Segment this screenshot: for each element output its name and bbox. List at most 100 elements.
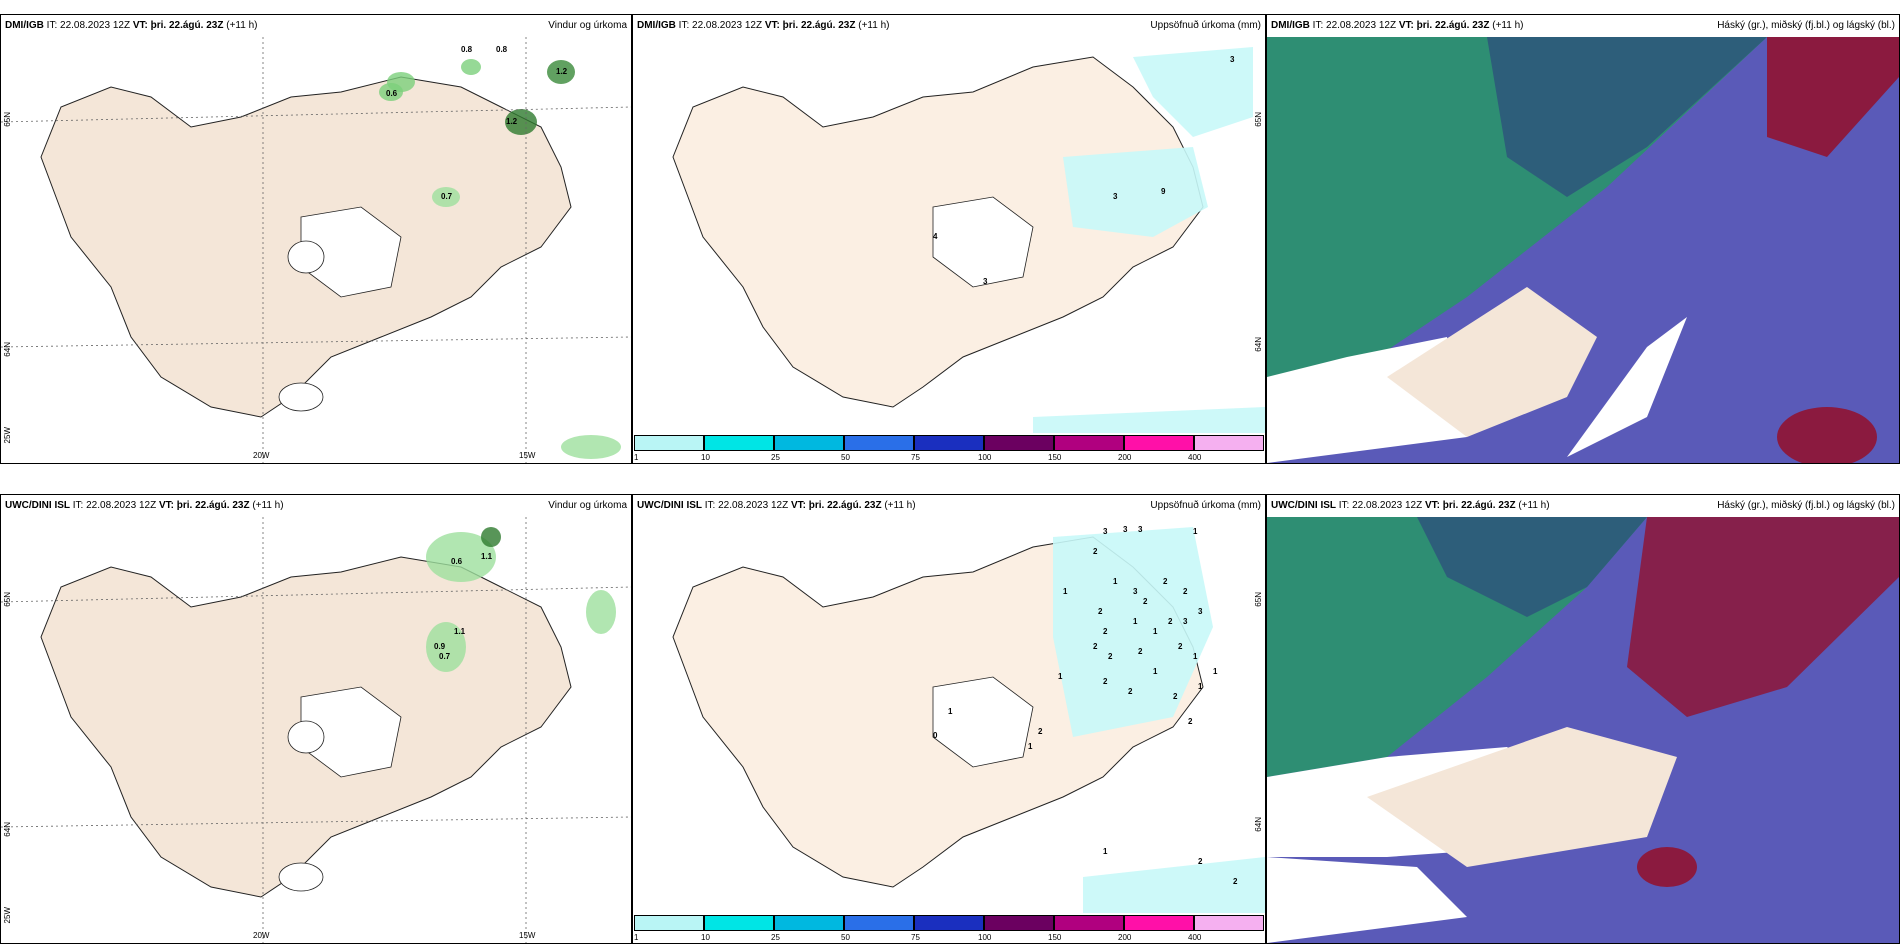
panel-uwc-clouds: UWC/DINI ISL IT: 22.08.2023 12Z VT: þri.… [1266, 494, 1900, 944]
precip-label: 1 [1198, 682, 1203, 691]
colorbar-swatch [774, 435, 844, 451]
precip-label: 0 [933, 731, 938, 740]
precip-label: 2 [1108, 652, 1113, 661]
colorbar-tick: 100 [978, 933, 992, 942]
colorbar-tick: 10 [701, 453, 710, 462]
product-label: Háský (gr.), miðský (fj.bl.) og lágský (… [1717, 20, 1895, 31]
colorbar-tick: 75 [911, 453, 920, 462]
lon-label: 20W [253, 931, 270, 940]
precip-label: 4 [933, 232, 938, 241]
precip-label: 2 [1098, 607, 1103, 616]
precip-label: 0.8 [496, 45, 508, 54]
precip-label: 2 [1233, 877, 1238, 886]
colorbar-swatch [984, 915, 1054, 931]
colorbar-swatch [914, 435, 984, 451]
precip-label: 2 [1143, 597, 1148, 606]
precip-label: 2 [1163, 577, 1168, 586]
panel-dmi-clouds: DMI/IGB IT: 22.08.2023 12Z VT: þri. 22.á… [1266, 14, 1900, 464]
wind-precip-map[interactable]: 0.6 1.1 1.1 0.9 0.7 65N 64N 25W 20W 15W [1, 517, 631, 943]
lon-label: 25W [3, 907, 12, 924]
panel-dmi-wind-precip: DMI/IGB IT: 22.08.2023 12Z VT: þri. 22.á… [0, 14, 632, 464]
colorbar-tick: 25 [771, 933, 780, 942]
colorbar-swatch [774, 915, 844, 931]
colorbar-tick: 50 [841, 453, 850, 462]
precip-label: 1 [1213, 667, 1218, 676]
precip-label: 3 [1103, 527, 1108, 536]
lat-label: 65N [1254, 112, 1263, 127]
colorbar-swatch [914, 915, 984, 931]
precip-label: 1 [948, 707, 953, 716]
precip-label: 3 [1138, 525, 1143, 534]
precip-label: 3 [1198, 607, 1203, 616]
precip-label: 2 [1183, 587, 1188, 596]
lat-label: 65N [3, 592, 12, 607]
lat-label: 65N [1254, 592, 1263, 607]
precip-label: 2 [1173, 692, 1178, 701]
clouds-map[interactable] [1267, 37, 1899, 463]
colorbar-swatch [844, 435, 914, 451]
colorbar-tick: 50 [841, 933, 850, 942]
precip-label: 1 [1058, 672, 1063, 681]
lon-label: 15W [519, 931, 536, 940]
colorbar-swatch [1194, 915, 1264, 931]
colorbar-tick: 400 [1188, 933, 1202, 942]
accum-precip-map[interactable]: 3 3 3 1 2 1 3 2 2 2 1 2 1 2 3 3 2 1 1 2 … [633, 517, 1265, 913]
panel-header: UWC/DINI ISL IT: 22.08.2023 12Z VT: þri.… [1267, 495, 1899, 517]
colorbar-swatch [704, 435, 774, 451]
wind-precip-map[interactable]: 0.8 0.8 0.6 1.2 1.2 0.7 65N 64N 25W 20W … [1, 37, 631, 463]
precip-label: 1 [1153, 627, 1158, 636]
colorbar: 1 10 25 50 75 100 150 200 400 [633, 433, 1265, 463]
colorbar-tick: 200 [1118, 933, 1132, 942]
precip-label: 1 [1103, 847, 1108, 856]
colorbar-tick: 100 [978, 453, 992, 462]
precip-label: 2 [1103, 677, 1108, 686]
colorbar-swatch [1054, 435, 1124, 451]
precip-label: 2 [1093, 547, 1098, 556]
precip-label: 0.7 [441, 192, 453, 201]
colorbar-swatch [634, 915, 704, 931]
accum-precip-map[interactable]: 3 3 9 4 3 65N 64N [633, 37, 1265, 433]
panel-dmi-accum-precip: DMI/IGB IT: 22.08.2023 12Z VT: þri. 22.á… [632, 14, 1266, 464]
colorbar-tick: 150 [1048, 453, 1062, 462]
colorbar-swatch [1054, 915, 1124, 931]
precip-label: 1 [1063, 587, 1068, 596]
panel-header: DMI/IGB IT: 22.08.2023 12Z VT: þri. 22.á… [1267, 15, 1899, 37]
product-label: Háský (gr.), miðský (fj.bl.) og lágský (… [1717, 500, 1895, 511]
clouds-map[interactable] [1267, 517, 1899, 943]
lon-label: 25W [3, 427, 12, 444]
precip-label: 0.8 [461, 45, 473, 54]
colorbar-tick: 150 [1048, 933, 1062, 942]
lon-label: 15W [519, 451, 536, 460]
precip-label: 1.2 [556, 67, 568, 76]
lat-label: 65N [3, 112, 12, 127]
precip-label: 1 [1193, 527, 1198, 536]
colorbar-swatch [1194, 435, 1264, 451]
precip-label: 1 [1153, 667, 1158, 676]
precip-label: 1.1 [454, 627, 466, 636]
panel-header: UWC/DINI ISL IT: 22.08.2023 12Z VT: þri.… [1, 495, 631, 517]
precip-label: 2 [1093, 642, 1098, 651]
colorbar-tick: 10 [701, 933, 710, 942]
precip-label: 1 [1113, 577, 1118, 586]
colorbar-tick: 25 [771, 453, 780, 462]
panel-header: DMI/IGB IT: 22.08.2023 12Z VT: þri. 22.á… [1, 15, 631, 37]
precip-label: 1 [1193, 652, 1198, 661]
precip-label: 3 [1133, 587, 1138, 596]
product-label: Vindur og úrkoma [548, 500, 627, 511]
colorbar-swatch [1124, 915, 1194, 931]
colorbar-swatch [704, 915, 774, 931]
precip-label: 2 [1138, 647, 1143, 656]
product-label: Uppsöfnuð úrkoma (mm) [1150, 500, 1261, 511]
colorbar-swatch [844, 915, 914, 931]
lat-label: 64N [1254, 337, 1263, 352]
precip-label: 3 [1113, 192, 1118, 201]
precip-label: 2 [1198, 857, 1203, 866]
colorbar: 1 10 25 50 75 100 150 200 400 [633, 913, 1265, 943]
lat-label: 64N [3, 342, 12, 357]
colorbar-tick: 1 [634, 933, 639, 942]
precip-label: 3 [983, 277, 988, 286]
precip-label: 0.6 [386, 89, 398, 98]
precip-label: 3 [1183, 617, 1188, 626]
precip-label: 2 [1128, 687, 1133, 696]
precip-label: 9 [1161, 187, 1166, 196]
